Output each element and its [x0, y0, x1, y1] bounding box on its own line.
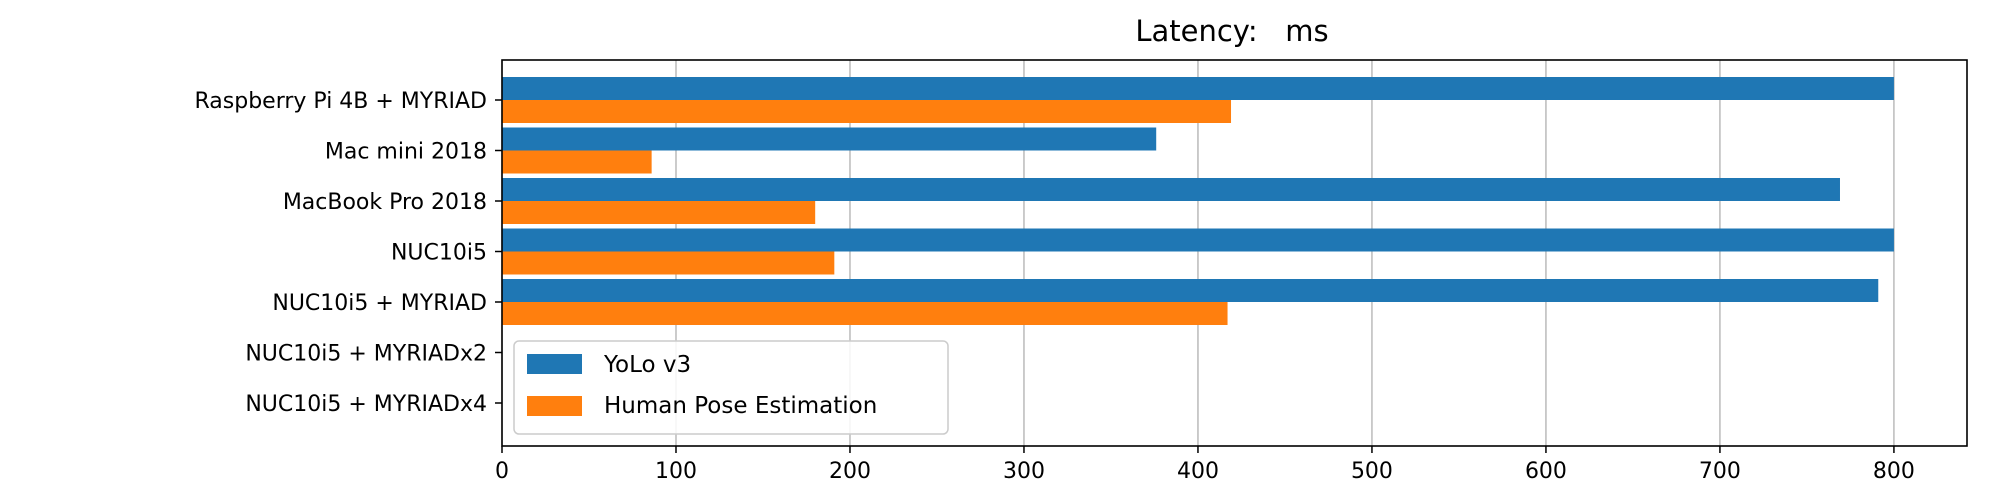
x-tick-label-200: 200 — [829, 459, 871, 484]
x-tick-label-700: 700 — [1699, 459, 1741, 484]
bar-human-pose-estimation-macbook-pro-2018 — [502, 201, 816, 224]
legend: YoLo v3 Human Pose Estimation — [513, 340, 949, 435]
legend-label-human-pose-estimation: Human Pose Estimation — [604, 393, 877, 419]
bar-human-pose-estimation-nuc10i5-myriad — [502, 302, 1228, 325]
y-tick-label-nuc10i5: NUC10i5 — [391, 241, 487, 266]
legend-swatch-human-pose-estimation — [527, 396, 582, 416]
x-tick-label-500: 500 — [1351, 459, 1393, 484]
legend-swatch-yolo-v3 — [527, 354, 582, 374]
y-tick-label-nuc10i5-myriadx2: NUC10i5 + MYRIADx2 — [245, 342, 487, 367]
x-axis: 0 100 200 300 400 500 600 700 800 — [495, 446, 1915, 484]
x-tick-label-100: 100 — [655, 459, 697, 484]
bar-yolo-v3-nuc10i5 — [502, 228, 1894, 252]
y-tick-label-mac-mini-2018: Mac mini 2018 — [325, 140, 487, 165]
bar-yolo-v3-macbook-pro-2018 — [502, 178, 1840, 201]
bar-yolo-v3-nuc10i5-myriad — [502, 279, 1879, 302]
x-tick-label-800: 800 — [1873, 459, 1915, 484]
bars — [502, 77, 1894, 325]
y-tick-label-nuc10i5-myriad: NUC10i5 + MYRIAD — [272, 291, 487, 316]
plot-frame — [501, 59, 1968, 447]
bar-yolo-v3-mac-mini-2018 — [502, 127, 1157, 151]
bar-yolo-v3-raspberry-pi-4b-myriad — [502, 77, 1894, 100]
y-tick-label-nuc10i5-myriadx4: NUC10i5 + MYRIADx4 — [245, 392, 487, 417]
y-tick-label-raspberry-pi-4b-myriad: Raspberry Pi 4B + MYRIAD — [194, 89, 487, 114]
legend-label-yolo-v3: YoLo v3 — [603, 352, 691, 378]
chart-title: Latency: ms — [1135, 14, 1328, 48]
y-axis: Raspberry Pi 4B + MYRIAD Mac mini 2018 Mac… — [194, 89, 502, 417]
x-tick-label-0: 0 — [495, 459, 509, 484]
bar-human-pose-estimation-nuc10i5 — [502, 251, 835, 275]
x-tick-label-300: 300 — [1003, 459, 1045, 484]
bar-human-pose-estimation-mac-mini-2018 — [502, 150, 652, 174]
x-tick-label-400: 400 — [1177, 459, 1219, 484]
bar-human-pose-estimation-raspberry-pi-4b-myriad — [502, 100, 1232, 123]
y-tick-label-macbook-pro-2018: MacBook Pro 2018 — [283, 190, 487, 215]
x-tick-label-600: 600 — [1525, 459, 1567, 484]
legend-box — [513, 340, 949, 435]
